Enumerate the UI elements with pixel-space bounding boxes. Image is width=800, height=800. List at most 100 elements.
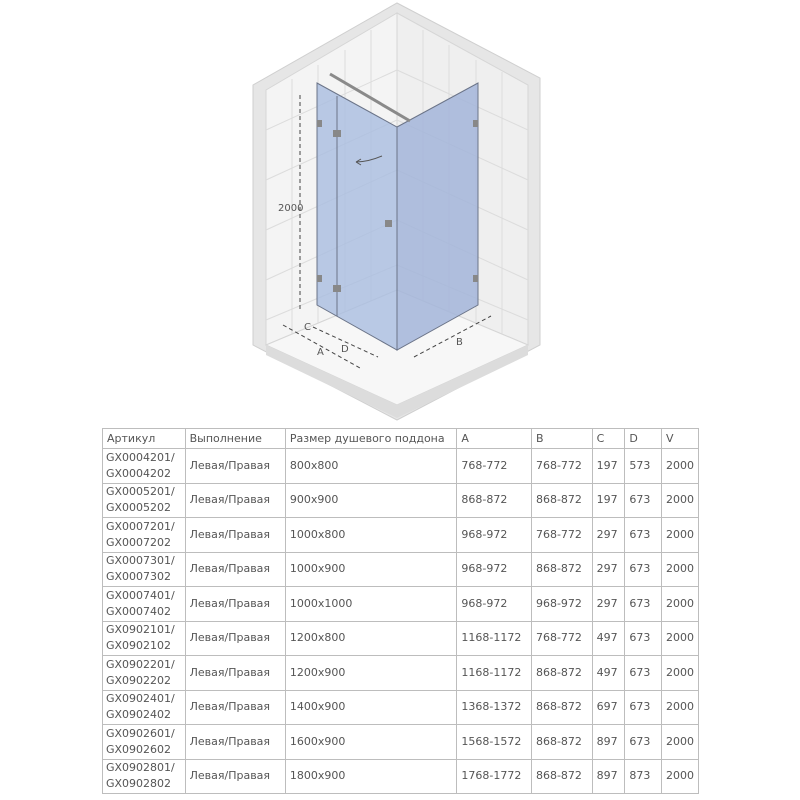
table-row: GX0007301/GX0007302 Левая/Правая 1000x900 9…	[102, 551, 699, 587]
cell-size: 1800x900	[284, 758, 458, 794]
cell-d: 673	[624, 724, 662, 760]
cell-d: 673	[624, 551, 662, 587]
header-v: V	[661, 428, 699, 449]
table-row: GX0902101/GX0902102 Левая/Правая 1200x800 1…	[102, 620, 699, 656]
cell-c: 697	[591, 689, 626, 725]
cell-b: 868-872	[530, 758, 593, 794]
cell-a: 1568-1572	[456, 724, 532, 760]
article-code-2: GX0007402	[106, 604, 172, 618]
header-tray-size: Размер душевого поддона	[284, 428, 458, 449]
article-code-1: GX0004201/	[106, 450, 175, 464]
glass-left-panel	[316, 82, 398, 351]
cell-c: 197	[591, 448, 626, 484]
cell-size: 800x800	[284, 448, 458, 484]
hinges	[317, 120, 478, 292]
cell-v: 2000	[661, 724, 699, 760]
article-cell: GX0007401/GX0007402	[102, 586, 186, 622]
header-c: C	[591, 428, 626, 449]
cell-b: 768-772	[530, 448, 593, 484]
table-row: GX0902601/GX0902602 Левая/Правая 1600x900 1…	[102, 724, 699, 760]
cell-side: Левая/Правая	[184, 482, 286, 518]
cell-size: 1400x900	[284, 689, 458, 725]
cell-size: 900x900	[284, 482, 458, 518]
cell-d: 673	[624, 517, 662, 553]
table-row: GX0005201/GX0005202 Левая/Правая 900x900 86…	[102, 482, 699, 518]
shower-enclosure-diagram: 2000 C A D B	[252, 2, 541, 421]
cell-c: 497	[591, 620, 626, 656]
cell-v: 2000	[661, 586, 699, 622]
cell-side: Левая/Правая	[184, 655, 286, 691]
cell-side: Левая/Правая	[184, 551, 286, 587]
article-code-1: GX0007301/	[106, 554, 175, 568]
article-code-2: GX0902402	[106, 708, 172, 722]
cell-c: 497	[591, 655, 626, 691]
cell-a: 1368-1372	[456, 689, 532, 725]
cell-side: Левая/Правая	[184, 517, 286, 553]
article-cell: GX0007301/GX0007302	[102, 551, 186, 587]
cell-b: 868-872	[530, 482, 593, 518]
article-cell: GX0004201/GX0004202	[102, 448, 186, 484]
article-cell: GX0005201/GX0005202	[102, 482, 186, 518]
article-code-2: GX0902802	[106, 777, 172, 791]
cell-d: 673	[624, 620, 662, 656]
cell-side: Левая/Правая	[184, 620, 286, 656]
cell-d: 673	[624, 482, 662, 518]
cell-size: 1600x900	[284, 724, 458, 760]
cell-a: 1168-1172	[456, 655, 532, 691]
article-code-1: GX0902801/	[106, 761, 175, 775]
article-code-1: GX0902201/	[106, 657, 175, 671]
header-d: D	[624, 428, 662, 449]
cell-a: 768-772	[456, 448, 532, 484]
cell-b: 868-872	[530, 724, 593, 760]
stabilizer-bar	[329, 72, 411, 123]
cell-d: 673	[624, 586, 662, 622]
dim-label-d: D	[341, 344, 349, 355]
cell-size: 1200x900	[284, 655, 458, 691]
cell-size: 1000x1000	[284, 586, 458, 622]
cell-a: 968-972	[456, 551, 532, 587]
article-code-2: GX0007202	[106, 535, 172, 549]
cell-v: 2000	[661, 655, 699, 691]
cell-c: 297	[591, 517, 626, 553]
cell-b: 968-972	[530, 586, 593, 622]
article-cell: GX0902401/GX0902402	[102, 689, 186, 725]
table-row: GX0007401/GX0007402 Левая/Правая 1000x1000…	[102, 586, 699, 622]
dimension-lines	[282, 95, 492, 369]
cell-v: 2000	[661, 620, 699, 656]
cell-a: 1168-1172	[456, 620, 532, 656]
article-code-2: GX0902602	[106, 742, 172, 756]
article-code-2: GX0005202	[106, 501, 172, 515]
door-swing-arrow-icon	[355, 155, 383, 163]
cell-c: 297	[591, 551, 626, 587]
cell-d: 873	[624, 758, 662, 794]
cell-v: 2000	[661, 551, 699, 587]
article-code-1: GX0902601/	[106, 726, 175, 740]
table-row: GX0004201/GX0004202 Левая/Правая 800x800 76…	[102, 448, 699, 484]
cell-b: 868-872	[530, 689, 593, 725]
article-cell: GX0007201/GX0007202	[102, 517, 186, 553]
cell-size: 1000x800	[284, 517, 458, 553]
cell-b: 868-872	[530, 655, 593, 691]
table-row: GX0902401/GX0902402 Левая/Правая 1400x900 1…	[102, 689, 699, 725]
cell-d: 573	[624, 448, 662, 484]
table-row: GX0007201/GX0007202 Левая/Правая 1000x800 9…	[102, 517, 699, 553]
article-cell: GX0902101/GX0902102	[102, 620, 186, 656]
cell-a: 1768-1772	[456, 758, 532, 794]
header-version: Выполнение	[184, 428, 286, 449]
table-row: GX0902201/GX0902202 Левая/Правая 1200x900 1…	[102, 655, 699, 691]
cell-size: 1000x900	[284, 551, 458, 587]
table-row: GX0902801/GX0902802 Левая/Правая 1800x900 1…	[102, 758, 699, 794]
article-cell: GX0902601/GX0902602	[102, 724, 186, 760]
cell-side: Левая/Правая	[184, 724, 286, 760]
article-code-1: GX0007401/	[106, 588, 175, 602]
cell-b: 768-772	[530, 517, 593, 553]
cell-b: 768-772	[530, 620, 593, 656]
dim-label-b: B	[456, 337, 463, 348]
header-a: A	[456, 428, 532, 449]
cell-side: Левая/Правая	[184, 586, 286, 622]
cell-v: 2000	[661, 689, 699, 725]
cell-a: 968-972	[456, 517, 532, 553]
cell-side: Левая/Правая	[184, 448, 286, 484]
cell-side: Левая/Правая	[184, 758, 286, 794]
header-b: B	[530, 428, 593, 449]
